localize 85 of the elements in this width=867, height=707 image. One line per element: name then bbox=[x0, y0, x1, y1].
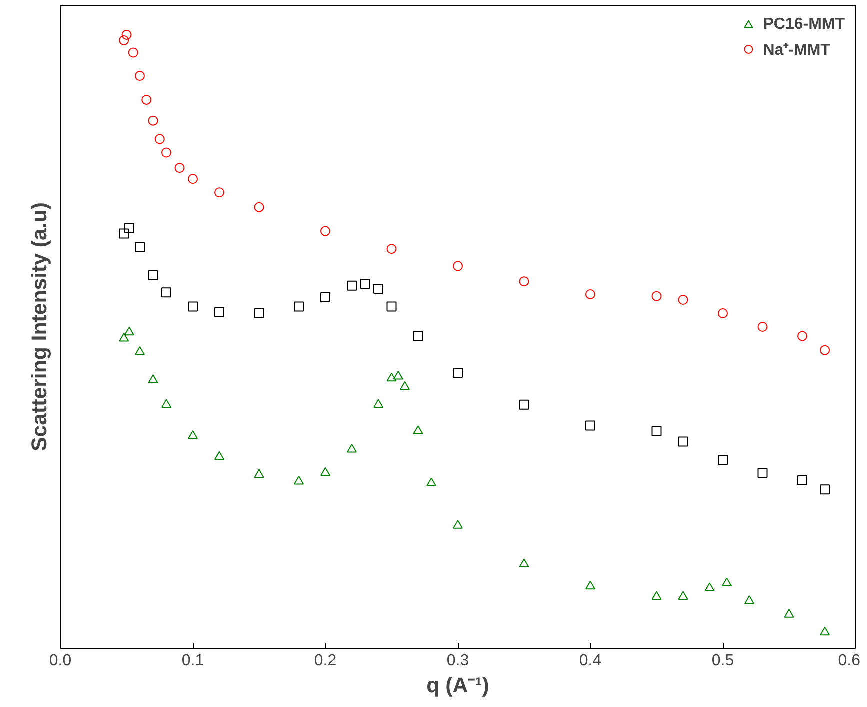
point bbox=[586, 420, 596, 431]
point bbox=[784, 609, 794, 618]
point bbox=[758, 322, 768, 332]
point bbox=[154, 134, 165, 144]
point bbox=[148, 116, 158, 126]
point bbox=[119, 35, 130, 46]
point bbox=[453, 368, 463, 378]
legend-label: Na⁺-MMT bbox=[763, 41, 830, 60]
x-tick-label: 0.2 bbox=[314, 652, 337, 670]
point bbox=[142, 94, 152, 105]
point bbox=[320, 467, 330, 476]
point bbox=[386, 244, 397, 254]
point bbox=[124, 326, 134, 336]
point bbox=[214, 188, 224, 198]
point bbox=[122, 30, 132, 40]
point bbox=[320, 292, 330, 303]
point bbox=[254, 308, 264, 318]
point bbox=[519, 558, 530, 568]
point bbox=[426, 478, 436, 487]
point bbox=[214, 307, 224, 318]
point bbox=[744, 596, 754, 604]
point bbox=[393, 371, 404, 380]
point bbox=[718, 308, 728, 318]
point bbox=[148, 270, 158, 280]
point bbox=[586, 289, 596, 300]
legend-label: PC16-MMT bbox=[763, 16, 845, 34]
point bbox=[453, 520, 463, 529]
point bbox=[374, 399, 384, 408]
point bbox=[678, 436, 688, 447]
point bbox=[360, 279, 370, 290]
point bbox=[162, 148, 172, 158]
x-axis-title: q (A⁻¹) bbox=[426, 674, 490, 698]
x-tick-label: 0.3 bbox=[446, 652, 470, 670]
point bbox=[162, 399, 172, 408]
point bbox=[148, 374, 158, 384]
point bbox=[188, 174, 198, 184]
point bbox=[135, 242, 145, 252]
point bbox=[652, 291, 662, 302]
point bbox=[798, 475, 808, 486]
x-tick-label: 0.1 bbox=[182, 652, 204, 670]
point bbox=[135, 71, 145, 82]
x-tick-label: 0.5 bbox=[712, 652, 734, 670]
point bbox=[453, 261, 463, 272]
point bbox=[519, 276, 530, 287]
point bbox=[586, 580, 596, 590]
point bbox=[798, 331, 808, 342]
point bbox=[413, 426, 424, 434]
point bbox=[294, 476, 304, 485]
point bbox=[386, 302, 397, 312]
point bbox=[254, 202, 264, 212]
point bbox=[124, 223, 134, 234]
point bbox=[347, 280, 357, 291]
point bbox=[174, 163, 185, 174]
point bbox=[820, 484, 830, 495]
point bbox=[722, 578, 732, 587]
point bbox=[119, 228, 130, 239]
point bbox=[254, 469, 264, 478]
point bbox=[678, 295, 688, 305]
point bbox=[188, 430, 198, 440]
point bbox=[704, 582, 715, 592]
point bbox=[135, 346, 145, 356]
point bbox=[400, 381, 410, 390]
point bbox=[188, 302, 198, 312]
point bbox=[413, 331, 424, 342]
point bbox=[678, 591, 688, 600]
point bbox=[347, 444, 357, 453]
point bbox=[162, 288, 172, 298]
y-axis-title: Scattering Intensity (a.u) bbox=[28, 202, 52, 452]
point bbox=[119, 332, 130, 342]
x-tick-label: 0.4 bbox=[579, 652, 602, 670]
point bbox=[128, 48, 138, 58]
point bbox=[758, 468, 768, 478]
point bbox=[214, 451, 224, 460]
point bbox=[820, 626, 830, 636]
point bbox=[294, 302, 304, 312]
point bbox=[519, 400, 530, 410]
point bbox=[374, 284, 384, 294]
point bbox=[320, 226, 330, 236]
point bbox=[820, 345, 830, 356]
point bbox=[386, 372, 397, 382]
point bbox=[652, 591, 662, 600]
x-tick-label: 0.0 bbox=[49, 652, 72, 670]
x-tick-label: 0.6 bbox=[838, 652, 861, 670]
point bbox=[652, 426, 662, 436]
point bbox=[718, 455, 728, 466]
